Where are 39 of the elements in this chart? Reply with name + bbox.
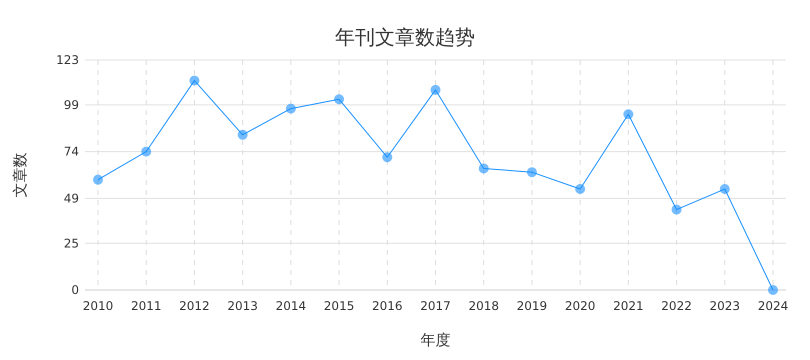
y-axis-title: 文章数 [11,152,29,198]
x-tick-label: 2020 [564,299,596,313]
y-tick-label: 25 [64,236,79,250]
point [526,167,537,178]
point [623,109,634,120]
x-tick-label: 2015 [324,299,354,313]
point [720,184,730,194]
x-tick-label: 2022 [661,299,692,313]
point [478,163,489,174]
x-tick-label: 2024 [758,299,788,313]
point [238,130,248,140]
point [189,76,200,86]
x-tick-label: 2011 [130,299,162,313]
x-tick-label: 2021 [613,299,644,313]
y-tick-label: 0 [71,283,79,297]
x-tick-label: 2018 [468,299,499,313]
x-axis-title: 年度 [420,331,450,349]
point [141,146,152,157]
x-tick-label: 2023 [710,299,740,313]
point [672,204,682,215]
point [575,184,586,194]
point [93,174,103,185]
x-tick-label: 2013 [227,299,258,313]
point [286,104,296,114]
chart-title: 年刊文章数趋势 [335,25,475,49]
x-tick-label: 2016 [372,299,403,313]
x-tick-label: 2019 [516,299,548,313]
y-tick-label: 49 [64,191,79,206]
y-tick-label: 74 [64,144,79,159]
x-tick-label: 2017 [420,299,451,313]
point [334,94,344,104]
x-tick-label: 2014 [276,299,306,313]
x-tick-label: 2012 [179,299,210,313]
point [382,152,392,162]
y-tick-label: 123 [56,53,79,67]
y-tick-label: 99 [64,98,79,112]
x-tick-label: 2010 [82,299,114,313]
point [768,285,778,295]
point [430,84,440,95]
